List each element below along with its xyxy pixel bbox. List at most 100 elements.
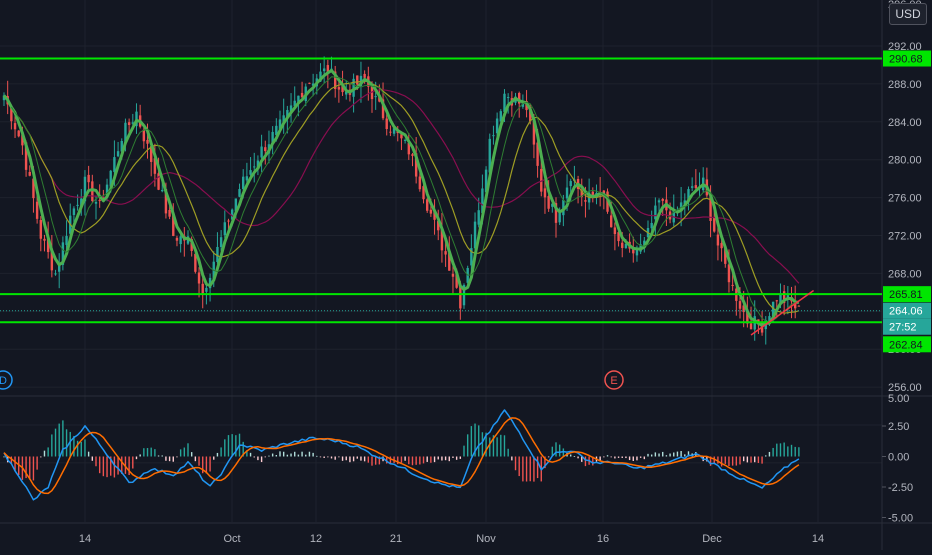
histogram-bar xyxy=(757,456,760,464)
candle-body xyxy=(13,123,17,130)
candle-body xyxy=(253,166,256,168)
candle xyxy=(142,124,146,149)
histogram-bar xyxy=(628,456,631,461)
candle-body xyxy=(488,138,491,173)
histogram-bar xyxy=(43,450,46,457)
candle-body xyxy=(481,188,484,213)
histogram-bar xyxy=(194,456,197,462)
histogram-bar xyxy=(98,456,101,474)
candle xyxy=(477,197,480,228)
histogram-bar xyxy=(673,452,675,457)
histogram-bar xyxy=(404,456,406,461)
candle xyxy=(437,209,440,241)
histogram-bar xyxy=(625,456,627,459)
candle-body xyxy=(724,248,727,264)
histogram-bar xyxy=(271,453,274,457)
histogram-bar xyxy=(606,455,609,457)
candle xyxy=(135,103,138,134)
event-marker-e[interactable]: E xyxy=(604,370,624,390)
histogram-bar xyxy=(478,425,480,457)
candle xyxy=(654,197,657,236)
candle-body xyxy=(2,95,6,101)
currency-button[interactable]: USD xyxy=(889,3,927,25)
last-price-label: 264.06 xyxy=(883,302,931,319)
histogram-bar xyxy=(356,456,358,459)
candle-body xyxy=(334,71,337,90)
candle-body xyxy=(58,263,61,272)
histogram-bar xyxy=(610,456,612,458)
histogram-bar xyxy=(481,432,484,457)
candle-body xyxy=(205,287,208,292)
candle xyxy=(179,231,182,253)
histogram-bar xyxy=(190,452,193,457)
histogram-bar xyxy=(242,441,244,457)
histogram-bar xyxy=(522,456,524,482)
histogram-bar xyxy=(433,456,436,463)
candle-body xyxy=(679,202,683,210)
histogram-bar xyxy=(319,456,322,458)
histogram-bar xyxy=(198,456,200,466)
time-tick-label: Nov xyxy=(476,533,496,545)
histogram-bar xyxy=(3,456,5,458)
histogram-bar xyxy=(87,451,90,457)
histogram-bar xyxy=(411,456,414,466)
candle-body xyxy=(779,294,782,305)
candle-body xyxy=(201,283,204,294)
candle xyxy=(492,125,495,145)
candle-body xyxy=(216,246,219,263)
histogram-bar xyxy=(658,453,660,457)
event-marker-d[interactable]: D xyxy=(0,370,13,390)
histogram-bar xyxy=(294,451,296,457)
candle-body xyxy=(407,142,410,155)
histogram-bar xyxy=(474,423,476,457)
candle-body xyxy=(242,176,245,190)
candle-body xyxy=(403,139,407,141)
candle xyxy=(742,290,745,328)
histogram-bar xyxy=(246,450,248,457)
histogram-bar xyxy=(36,456,38,470)
histogram-bar xyxy=(113,456,116,478)
candle-body xyxy=(731,284,734,286)
candle xyxy=(116,141,120,158)
candle-body xyxy=(168,210,171,217)
histogram-bar xyxy=(95,456,97,467)
histogram-bar xyxy=(260,456,263,463)
candle-body xyxy=(400,134,403,139)
candle xyxy=(223,210,226,239)
ma-mid-line xyxy=(18,80,800,314)
histogram-bar xyxy=(676,451,679,457)
histogram-bar xyxy=(301,451,303,457)
candle-body xyxy=(326,65,330,74)
last-price-label-text: 264.06 xyxy=(889,306,923,318)
candle xyxy=(282,98,285,134)
histogram-bar xyxy=(183,447,186,457)
osc-tick-label: 5.00 xyxy=(888,393,909,405)
candle-body xyxy=(275,125,278,136)
candle-body xyxy=(551,203,554,207)
candle-body xyxy=(621,242,624,248)
candle-body xyxy=(426,199,429,211)
histogram-bar xyxy=(341,456,344,461)
histogram-bar xyxy=(636,456,638,461)
histogram-bar xyxy=(282,451,285,457)
histogram-bar xyxy=(349,456,351,463)
candle-body xyxy=(536,142,539,166)
countdown-label-bg xyxy=(883,318,931,335)
histogram-bar xyxy=(73,435,75,457)
candle-body xyxy=(374,96,377,98)
histogram-bar xyxy=(496,437,498,457)
candle-body xyxy=(429,209,433,214)
candle xyxy=(175,235,179,247)
candle-body xyxy=(632,248,635,254)
histogram-bar xyxy=(536,456,539,479)
grid-lines xyxy=(0,0,882,522)
candle-body xyxy=(591,191,594,195)
histogram-bar xyxy=(772,447,774,457)
histogram-bar xyxy=(662,451,664,457)
osc-tick-label: -5.00 xyxy=(888,513,913,525)
candle xyxy=(650,210,653,233)
candle-body xyxy=(61,242,65,265)
candle xyxy=(197,267,201,298)
